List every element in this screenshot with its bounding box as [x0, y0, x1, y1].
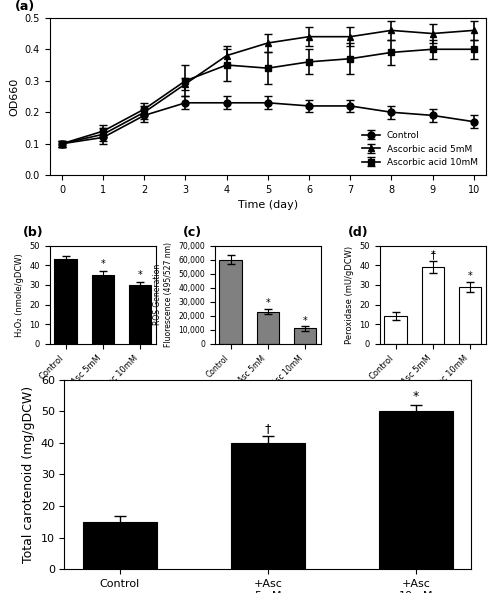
Bar: [379, 411, 453, 569]
Text: *: *: [431, 250, 435, 260]
Bar: [219, 260, 242, 344]
Text: (a): (a): [15, 0, 35, 13]
Text: (d): (d): [348, 226, 369, 239]
Y-axis label: Total carotenoid (mg/gDCW): Total carotenoid (mg/gDCW): [22, 386, 35, 563]
Bar: [129, 285, 151, 344]
Y-axis label: H₂O₂ (nmole/gDCW): H₂O₂ (nmole/gDCW): [15, 253, 24, 337]
Bar: [231, 443, 305, 569]
Text: (b): (b): [23, 226, 44, 239]
Bar: [83, 522, 157, 569]
Text: †: †: [431, 250, 435, 260]
Bar: [422, 267, 444, 344]
Text: *: *: [101, 259, 105, 269]
Y-axis label: OD660: OD660: [9, 77, 19, 116]
Bar: [384, 317, 407, 344]
Bar: [294, 329, 316, 344]
Text: †: †: [265, 422, 271, 435]
Text: *: *: [138, 270, 142, 280]
Text: (c): (c): [183, 226, 202, 239]
Bar: [55, 259, 77, 344]
Text: *: *: [468, 271, 473, 281]
Y-axis label: Peroxidase (mU/gDCW): Peroxidase (mU/gDCW): [345, 246, 354, 344]
X-axis label: Time (day): Time (day): [238, 200, 298, 211]
Text: *: *: [413, 390, 419, 403]
Bar: [92, 275, 114, 344]
Bar: [256, 311, 279, 344]
Legend: Control, Ascorbic acid 5mM, Ascorbic acid 10mM: Control, Ascorbic acid 5mM, Ascorbic aci…: [358, 127, 482, 171]
Text: *: *: [303, 315, 308, 326]
Text: *: *: [265, 298, 270, 308]
Y-axis label: ROS Generation
Fluorescence (495/527 nm): ROS Generation Fluorescence (495/527 nm): [153, 243, 173, 347]
Bar: [459, 287, 481, 344]
